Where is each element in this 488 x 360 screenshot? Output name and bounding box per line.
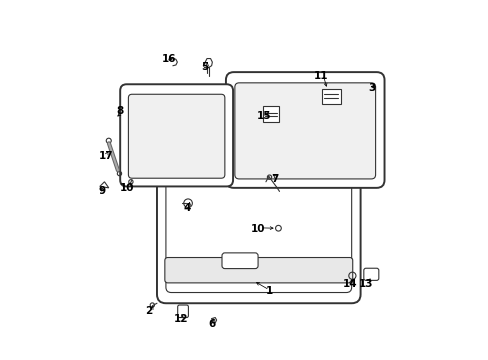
FancyBboxPatch shape	[157, 100, 360, 303]
FancyBboxPatch shape	[177, 305, 188, 318]
Text: 13: 13	[358, 279, 372, 289]
Text: 10: 10	[119, 183, 134, 193]
Text: 2: 2	[145, 306, 152, 316]
FancyBboxPatch shape	[164, 257, 352, 283]
FancyBboxPatch shape	[128, 94, 224, 178]
Text: 15: 15	[256, 111, 271, 121]
Text: 8: 8	[116, 107, 123, 116]
FancyBboxPatch shape	[225, 72, 384, 188]
Text: 4: 4	[183, 203, 191, 213]
Text: 11: 11	[313, 71, 328, 81]
Text: 1: 1	[265, 287, 273, 296]
Text: 5: 5	[201, 63, 208, 72]
Text: 7: 7	[271, 174, 278, 184]
Polygon shape	[100, 182, 108, 188]
Text: 10: 10	[250, 224, 265, 234]
Text: 16: 16	[162, 54, 176, 64]
FancyBboxPatch shape	[363, 268, 378, 280]
FancyBboxPatch shape	[222, 253, 258, 269]
FancyBboxPatch shape	[234, 83, 375, 179]
Text: 9: 9	[98, 186, 105, 197]
Text: 12: 12	[173, 314, 188, 324]
FancyBboxPatch shape	[322, 89, 341, 104]
FancyBboxPatch shape	[120, 84, 233, 186]
FancyBboxPatch shape	[165, 111, 351, 293]
Text: 14: 14	[342, 279, 356, 289]
Text: 3: 3	[368, 83, 375, 93]
Text: 6: 6	[207, 319, 215, 329]
FancyBboxPatch shape	[263, 107, 278, 122]
Text: 17: 17	[99, 151, 113, 161]
